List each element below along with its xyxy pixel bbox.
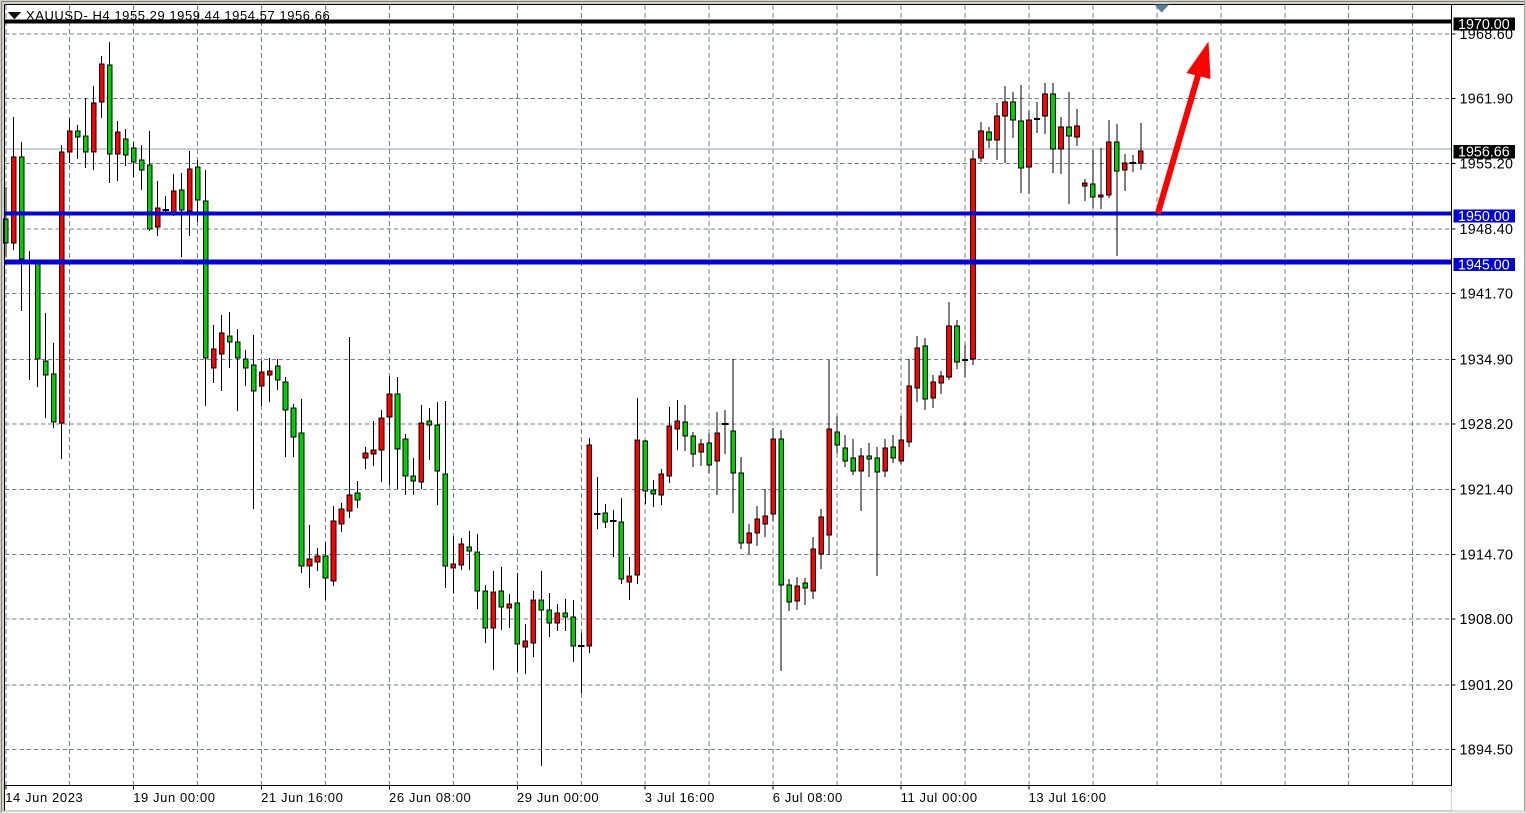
svg-text:1948.40: 1948.40	[1460, 222, 1514, 238]
svg-text:1956.66: 1956.66	[1458, 145, 1510, 161]
svg-text:3 Jul 16:00: 3 Jul 16:00	[645, 790, 715, 805]
svg-text:14 Jun 2023: 14 Jun 2023	[5, 790, 83, 805]
svg-text:11 Jul 00:00: 11 Jul 00:00	[901, 790, 978, 805]
svg-text:1961.90: 1961.90	[1460, 92, 1514, 108]
svg-text:26 Jun 08:00: 26 Jun 08:00	[389, 790, 471, 805]
svg-text:1950.00: 1950.00	[1458, 209, 1510, 225]
svg-text:XAUUSD- H4 1955.29 1959.44 19: XAUUSD- H4 1955.29 1959.44 1954.57 1956.…	[26, 8, 330, 23]
svg-text:1941.70: 1941.70	[1460, 287, 1514, 303]
svg-text:1970.00: 1970.00	[1458, 17, 1510, 33]
svg-text:1928.20: 1928.20	[1460, 417, 1514, 433]
svg-text:1945.00: 1945.00	[1458, 258, 1510, 274]
svg-text:13 Jul 16:00: 13 Jul 16:00	[1029, 790, 1107, 805]
svg-text:1894.50: 1894.50	[1460, 743, 1514, 759]
svg-text:1968.60: 1968.60	[1460, 27, 1514, 43]
svg-text:1914.70: 1914.70	[1460, 548, 1514, 564]
svg-text:1921.40: 1921.40	[1460, 483, 1514, 499]
svg-text:1908.00: 1908.00	[1460, 612, 1514, 628]
svg-text:1934.90: 1934.90	[1460, 352, 1514, 368]
svg-text:29 Jun 00:00: 29 Jun 00:00	[517, 790, 599, 805]
svg-text:19 Jun 00:00: 19 Jun 00:00	[133, 790, 215, 805]
svg-text:6 Jul 08:00: 6 Jul 08:00	[773, 790, 843, 805]
svg-text:21 Jun 16:00: 21 Jun 16:00	[261, 790, 343, 805]
svg-text:1901.20: 1901.20	[1460, 678, 1514, 694]
svg-text:1955.20: 1955.20	[1460, 156, 1514, 172]
